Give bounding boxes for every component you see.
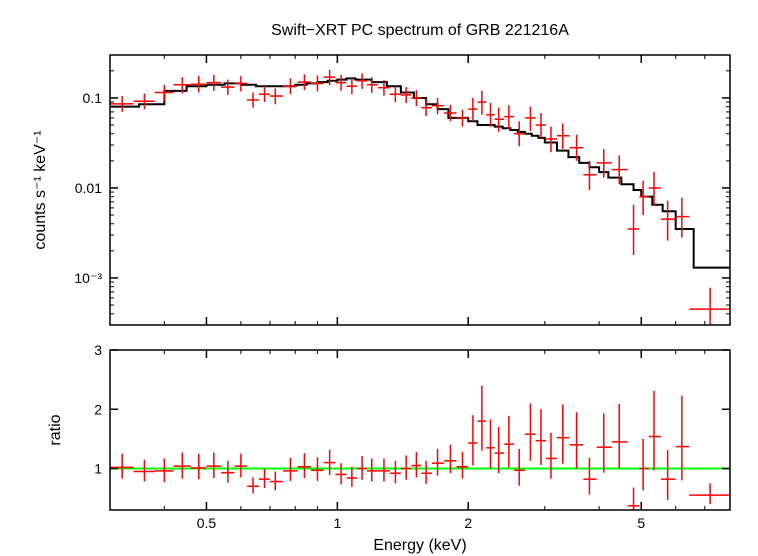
y-axis-label-bottom: ratio (47, 414, 64, 445)
svg-text:3: 3 (94, 342, 102, 358)
y-axis-label-top: counts s⁻¹ keV⁻¹ (32, 130, 49, 249)
svg-text:1: 1 (94, 461, 102, 477)
x-axis-label: Energy (keV) (373, 537, 466, 554)
svg-text:2: 2 (464, 515, 472, 531)
spectrum-chart: 0.5 1 2 5 10⁻³ 0.01 0.1 1 2 3 Swift−XRT PC spectru… (0, 0, 758, 556)
svg-text:1: 1 (333, 515, 341, 531)
svg-text:5: 5 (637, 515, 645, 531)
chart-container: 0.5 1 2 5 10⁻³ 0.01 0.1 1 2 3 Swift−XRT PC spectru… (0, 0, 758, 556)
chart-title: Swift−XRT PC spectrum of GRB 221216A (271, 22, 569, 39)
svg-text:0.1: 0.1 (83, 90, 103, 106)
svg-text:2: 2 (94, 401, 102, 417)
svg-text:10⁻³: 10⁻³ (74, 270, 102, 286)
svg-text:0.01: 0.01 (75, 180, 102, 196)
svg-text:0.5: 0.5 (197, 515, 217, 531)
